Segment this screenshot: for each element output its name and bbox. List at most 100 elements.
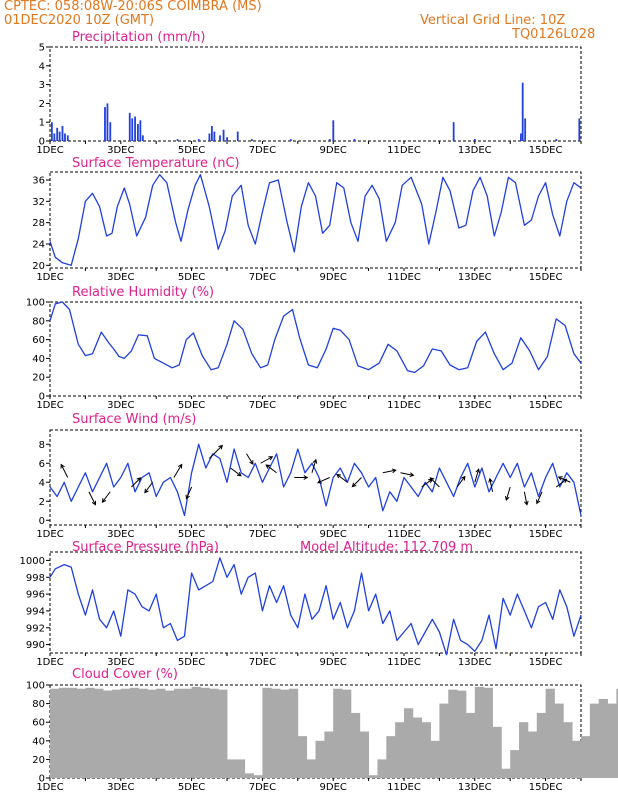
precip-bar [176, 139, 179, 141]
cloud-bar [209, 688, 219, 778]
wind-arrow [474, 468, 481, 483]
x-tick-label: 11DEC [387, 657, 421, 668]
cloud-bar [67, 687, 77, 778]
panel-title: Precipitation (mm/h) [72, 30, 205, 45]
x-tick-label: 11DEC [387, 529, 421, 540]
precip-bar [236, 131, 239, 141]
wind-arrow [456, 475, 466, 488]
y-tick-label: 80 [32, 699, 45, 710]
x-tick-label: 13DEC [458, 782, 492, 793]
x-tick-label: 13DEC [458, 145, 492, 156]
panel-title: Relative Humidity (%) [72, 285, 214, 300]
panel-2: 20 24 28 32 36 1DEC 3DEC 5DEC 7DEC 9DEC 11DEC 13DEC… [32, 156, 582, 283]
wind-arrow [504, 486, 511, 501]
x-tick-label: 3DEC [107, 272, 134, 283]
precip-bar [56, 127, 59, 141]
precip-bar [520, 133, 522, 141]
y-tick-label: 100 [26, 681, 45, 692]
series-line [49, 174, 582, 266]
cloud-bar [492, 726, 502, 778]
x-tick-label: 7DEC [249, 782, 276, 793]
wind-arrow [336, 473, 348, 483]
cloud-bar [173, 688, 184, 778]
cloud-bar [218, 689, 228, 778]
x-tick-label: 1DEC [36, 529, 63, 540]
cloud-bar [120, 688, 131, 778]
cloud-bar [386, 736, 396, 778]
panel-title: Cloud Cover (%) [72, 667, 178, 682]
precip-bar [197, 139, 200, 141]
x-tick-label: 9DEC [320, 400, 347, 411]
x-tick-label: 5DEC [178, 657, 205, 668]
x-tick-label: 7DEC [249, 272, 276, 283]
y-tick-label: 60 [32, 718, 45, 729]
cloud-bar [377, 759, 387, 778]
cloud-bar [607, 703, 617, 778]
precip-bar [328, 139, 331, 141]
cloud-bar [581, 736, 591, 778]
x-tick-label: 9DEC [320, 145, 347, 156]
precip-bar [474, 139, 476, 141]
wind-arrow [429, 477, 440, 488]
panel-1: 0 1 2 3 4 5 1DEC 3DEC 5DEC 7DEC 9DEC 11DEC 13DEC 15DE… [36, 30, 582, 156]
cloud-bar [359, 731, 369, 778]
cloud-bar [589, 703, 600, 778]
y-tick-label: 40 [32, 354, 45, 365]
cloud-bar [563, 722, 573, 778]
x-tick-label: 9DEC [320, 529, 347, 540]
precip-bar [578, 118, 581, 141]
precip-bar [250, 139, 253, 141]
x-tick-label: 7DEC [249, 529, 276, 540]
cloud-bar [616, 688, 618, 778]
cloud-bar [280, 689, 290, 778]
precip-bar [210, 125, 213, 141]
panel-frame [49, 429, 582, 526]
x-tick-label: 1DEC [36, 782, 63, 793]
precip-bar [222, 129, 225, 141]
y-tick-label: 4 [39, 478, 45, 489]
cloud-bar [306, 759, 316, 778]
cloud-bar [191, 686, 201, 778]
y-tick-label: 5 [39, 43, 45, 54]
panel-frame [49, 301, 582, 397]
panel-3: 0 20 40 60 80 100 1DEC 3DEC 5DEC 7DEC 9DEC 11DEC 13D… [26, 285, 582, 411]
y-tick-label: 2 [39, 99, 45, 110]
cloud-bar [200, 687, 210, 778]
wind-arrow [382, 468, 397, 474]
product-code: TQ0126L028 [512, 27, 596, 42]
x-tick-label: 7DEC [249, 400, 276, 411]
cloud-bar [474, 686, 485, 778]
y-tick-label: 24 [32, 240, 45, 251]
x-tick-label: 1DEC [36, 400, 63, 411]
x-tick-label: 11DEC [387, 272, 421, 283]
wind-arrow [488, 477, 493, 492]
precip-bar [219, 135, 221, 141]
x-tick-label: 7DEC [249, 657, 276, 668]
panel-title: Surface Temperature (nC) [72, 156, 240, 171]
cloud-bar [368, 775, 378, 778]
cloud-bar [333, 688, 343, 778]
wind-arrow [400, 472, 415, 478]
cloud-bar [50, 688, 60, 778]
precip-bar [353, 139, 356, 141]
cloud-bar [227, 759, 237, 778]
x-tick-label: 3DEC [107, 145, 134, 156]
cloud-bar [324, 731, 334, 778]
wind-arrow [260, 456, 274, 464]
panel-frame [49, 46, 582, 142]
cloud-bar [76, 688, 86, 778]
cloud-bar [288, 688, 299, 778]
precip-bar [141, 135, 144, 141]
panel-4: 0 2 4 6 8 1DEC 3DEC 5DEC 7DEC 9DEC 11DEC 13DEC 15DEC… [36, 412, 582, 540]
x-tick-label: 9DEC [320, 272, 347, 283]
cloud-bar [58, 687, 69, 778]
precip-bar [134, 116, 136, 141]
precip-bar [555, 139, 558, 141]
station-header: CPTEC: 058:08W-20:06S COIMBRA (MS) [4, 0, 262, 14]
cloud-bar [448, 689, 458, 778]
panel-frame [49, 171, 582, 269]
y-tick-label: 1000 [20, 556, 45, 567]
y-tick-label: 80 [32, 316, 45, 327]
cloud-bar [598, 698, 608, 778]
y-tick-label: 100 [26, 298, 45, 309]
